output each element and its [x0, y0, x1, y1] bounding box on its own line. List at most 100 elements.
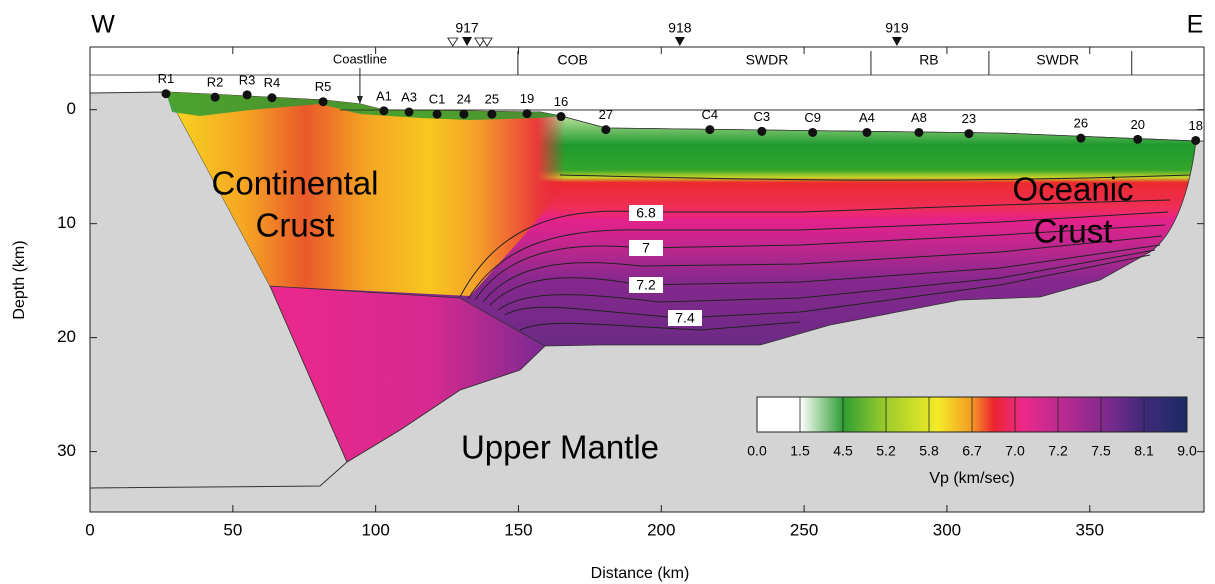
zone-label: RB — [919, 52, 938, 68]
contour-label-box — [629, 277, 663, 293]
obs-label: 917 — [455, 20, 479, 36]
station-label: 18 — [1188, 118, 1202, 133]
x-tick-label: 300 — [933, 520, 961, 539]
mantle-wedge — [269, 285, 546, 463]
moho — [89, 461, 348, 489]
station-label: 25 — [485, 92, 499, 107]
station-label: 24 — [457, 92, 471, 107]
colorbar-tick-label: 8.1 — [1134, 443, 1154, 459]
contour-label: 7 — [642, 240, 650, 256]
obs-open-marker — [474, 37, 486, 47]
station-label: R4 — [264, 75, 281, 90]
station-label: C4 — [702, 107, 719, 122]
colorbar-title: Vp (km/sec) — [929, 470, 1014, 487]
station — [404, 107, 414, 117]
station — [161, 89, 171, 99]
mantle-label: Upper Mantle — [461, 429, 659, 466]
contour-line — [467, 211, 1169, 300]
contour-label-box — [629, 205, 663, 221]
contour-label: 7.2 — [636, 277, 656, 293]
station — [1076, 133, 1086, 143]
continental-model — [166, 92, 580, 296]
zone-label: SWDR — [1036, 52, 1079, 68]
colorbar-tick-label: 0.0 — [747, 443, 767, 459]
station — [862, 127, 872, 137]
x-tick-label: 100 — [361, 520, 389, 539]
colorbar-tick-label: 5.8 — [919, 443, 939, 459]
colorbar-tick-label: 7.2 — [1048, 443, 1068, 459]
contour-line — [519, 321, 801, 331]
station — [487, 109, 497, 119]
x-tick-label: 350 — [1076, 520, 1104, 539]
station — [556, 112, 566, 122]
obs-label: 919 — [885, 20, 909, 36]
station — [1191, 135, 1201, 145]
station — [757, 126, 767, 136]
x-axis-title: Distance (km) — [591, 565, 690, 582]
plot-frame — [89, 46, 1205, 513]
obs-label: 918 — [668, 20, 692, 36]
colorbar-tick-label: 4.5 — [833, 443, 853, 459]
x-tick-label: 200 — [647, 520, 675, 539]
x-tick-label: 250 — [790, 520, 818, 539]
station-label: 20 — [1130, 117, 1144, 132]
station-label: 19 — [520, 91, 534, 106]
station-label: 27 — [599, 107, 613, 122]
oceanic-label: Oceanic — [1012, 171, 1133, 208]
obs-marker — [891, 37, 902, 46]
station — [379, 106, 389, 116]
coastline-arrowhead — [356, 96, 363, 104]
station — [432, 109, 442, 119]
colorbar-tick-label: 7.5 — [1091, 443, 1111, 459]
zone-label: SWDR — [746, 52, 789, 68]
west-label: W — [91, 11, 115, 39]
station — [267, 93, 277, 103]
continental-label: Crust — [256, 207, 335, 244]
station-label: C9 — [804, 110, 821, 125]
x-tick-label: 50 — [223, 520, 242, 539]
station-label: A4 — [859, 110, 875, 125]
station — [242, 90, 252, 100]
station — [522, 109, 532, 119]
station-label: 26 — [1074, 116, 1088, 131]
contour-label: 7.4 — [675, 310, 695, 326]
colorbar-tick-label: 1.5 — [790, 443, 810, 459]
station — [459, 109, 469, 119]
station-label: C1 — [429, 92, 446, 107]
oceanic-label: Crust — [1034, 213, 1113, 250]
y-axis-title: Depth (km) — [11, 240, 28, 319]
contour-line — [497, 249, 1156, 311]
colorbar-tick-label: 5.2 — [876, 443, 896, 459]
station — [210, 92, 220, 102]
station — [1133, 134, 1143, 144]
y-tick-label: 30 — [57, 441, 76, 460]
continental-label: Continental — [212, 165, 379, 202]
station-label: 23 — [962, 111, 976, 126]
station — [964, 129, 974, 139]
contour-label-box — [668, 310, 702, 326]
obs-open-marker — [447, 37, 459, 47]
station-label: A1 — [376, 88, 392, 103]
station-label: 16 — [554, 94, 568, 109]
x-tick-label: 0 — [85, 520, 94, 539]
station — [914, 127, 924, 137]
y-tick-label: 10 — [57, 213, 76, 232]
station-label: C3 — [754, 109, 771, 124]
contour-line — [559, 174, 1191, 181]
obs-marker — [674, 37, 685, 46]
colorbar-tick-label: 7.0 — [1005, 443, 1025, 459]
station-label: R3 — [239, 72, 256, 87]
obs-open-marker — [481, 37, 493, 47]
zone-label: COB — [558, 52, 588, 68]
station-label: A3 — [401, 89, 417, 104]
obs-marker — [462, 37, 473, 46]
station-label: R1 — [158, 71, 175, 86]
x-tick-label: 150 — [504, 520, 532, 539]
contour-label-box — [629, 240, 663, 256]
colorbar-tick-label: 6.7 — [962, 443, 982, 459]
station — [705, 125, 715, 135]
colorbar-tick-label: 9.0 — [1177, 443, 1197, 459]
station-label: R2 — [207, 75, 224, 90]
station — [601, 125, 611, 135]
